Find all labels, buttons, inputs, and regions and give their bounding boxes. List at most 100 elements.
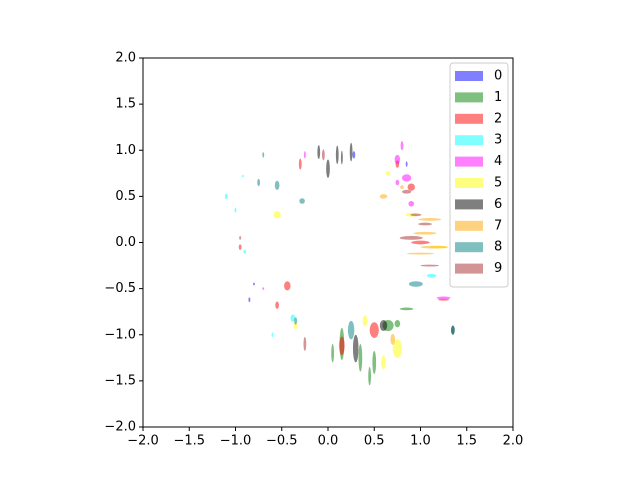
ellipse-mark (395, 179, 400, 186)
ellipse-mark (339, 336, 345, 356)
ellipse-mark (369, 322, 379, 338)
ellipse-mark (317, 145, 321, 160)
ellipse-mark (402, 189, 412, 194)
ellipse-mark (293, 321, 298, 330)
legend-swatch (455, 199, 483, 210)
ellipse-mark (368, 367, 372, 386)
ellipse-mark (273, 211, 281, 219)
ellipse-mark (271, 332, 274, 338)
ellipse-mark (394, 319, 401, 328)
y-tick-label: 2.0 (115, 51, 136, 66)
ellipse-mark (294, 317, 298, 325)
ellipse-mark (253, 282, 255, 286)
x-tick-label: 0.0 (318, 434, 339, 449)
x-tick-label: 1.0 (410, 434, 431, 449)
legend-label: 7 (494, 218, 502, 233)
ellipse-mark (400, 185, 404, 189)
ellipse-mark (362, 315, 368, 327)
legend-swatch (455, 156, 483, 167)
ellipse-mark (408, 200, 415, 207)
ellipse-mark (413, 231, 437, 235)
ellipse-mark (349, 142, 353, 162)
y-tick-label: 1.5 (115, 97, 136, 112)
ellipse-mark (284, 281, 291, 291)
ellipse-mark (331, 343, 335, 363)
legend-swatch (455, 220, 483, 231)
y-tick-label: 0.0 (115, 235, 136, 250)
ellipse-mark (262, 287, 265, 291)
ellipse-mark (379, 319, 388, 332)
ellipse-mark (410, 213, 422, 217)
ellipse-mark (303, 337, 307, 351)
ellipse-mark (379, 194, 388, 199)
ellipse-mark (303, 151, 306, 159)
legend-swatch (455, 92, 483, 103)
ellipse-mark (407, 183, 415, 191)
x-tick-label: −1.0 (220, 434, 252, 449)
legend-swatch (455, 113, 483, 124)
ellipse-mark (405, 161, 408, 167)
legend-label: 2 (494, 111, 502, 126)
ellipse-mark (399, 307, 414, 311)
ellipse-mark (275, 301, 279, 309)
ellipse-mark (248, 297, 251, 303)
legend-swatch (455, 242, 483, 253)
legend-swatch (455, 263, 483, 274)
x-tick-label: 2.0 (503, 434, 524, 449)
ellipse-mark (239, 236, 242, 240)
ellipse-mark (241, 174, 244, 178)
y-tick-label: −2.0 (104, 420, 136, 435)
ellipse-mark (257, 178, 261, 187)
y-tick-label: 0.5 (115, 189, 136, 204)
ellipse-mark (326, 159, 330, 178)
legend-swatch (455, 135, 483, 146)
ellipse-mark (390, 333, 396, 345)
legend-label: 0 (494, 69, 502, 84)
legend-label: 1 (494, 90, 502, 105)
ellipse-mark (406, 252, 435, 255)
ellipse-mark (224, 193, 228, 200)
x-tick-label: −0.5 (266, 434, 298, 449)
legend-label: 3 (494, 133, 502, 148)
ellipse-mark (426, 273, 437, 278)
ellipse-mark (262, 152, 265, 158)
y-tick-label: 1.0 (115, 143, 136, 158)
ellipse-mark (399, 236, 423, 240)
ellipse-mark (234, 207, 237, 213)
ellipse-mark (358, 343, 363, 372)
ellipse-mark (400, 141, 404, 151)
ellipse-mark (299, 198, 305, 204)
y-tick-label: −1.5 (104, 373, 136, 388)
ellipse-mark (238, 244, 242, 250)
ellipse-mark (321, 149, 325, 161)
legend-label: 4 (494, 154, 502, 169)
legend-label: 6 (494, 197, 502, 212)
ellipse-mark (340, 150, 343, 165)
ellipse-mark (347, 320, 355, 340)
y-tick-label: −0.5 (104, 281, 136, 296)
ellipse-mark (418, 222, 433, 226)
x-tick-label: 1.5 (456, 434, 477, 449)
ellipse-mark (274, 180, 280, 190)
legend-label: 5 (494, 176, 502, 191)
ellipse-mark (290, 314, 296, 322)
ellipse-mark (420, 245, 449, 249)
ellipse-mark (392, 339, 402, 358)
y-tick-label: −1.0 (104, 327, 136, 342)
ellipse-mark (438, 298, 450, 301)
ellipse-mark (420, 264, 439, 267)
axes: −2.0 −1.5 −1.0 −0.5 0.0 0.5 1.0 1.5 2.0−2.0−1.5−… (104, 51, 523, 449)
ellipse-mark (385, 171, 391, 176)
ellipse-mark (402, 174, 412, 182)
ellipse-mark (408, 281, 423, 287)
legend-label: 8 (494, 240, 502, 255)
ellipse-mark (381, 355, 386, 370)
ellipse-mark (352, 334, 359, 363)
ellipse-mark (394, 154, 401, 165)
legend-swatch (455, 71, 483, 81)
ellipse-mark (372, 350, 377, 374)
legend-swatch (455, 178, 483, 188)
ellipse-mark (352, 151, 356, 159)
legend: 0 1 2 3 4 5 6 7 8 9 (449, 62, 509, 288)
